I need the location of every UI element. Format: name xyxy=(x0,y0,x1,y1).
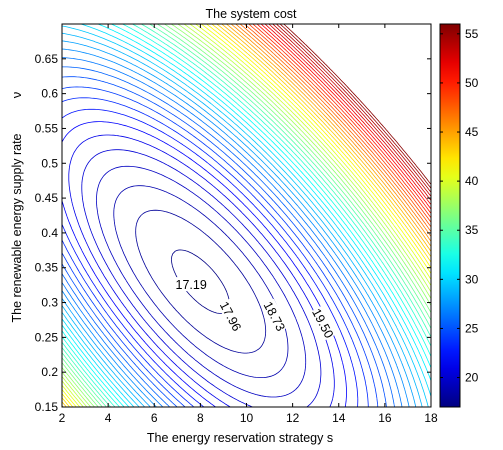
contour-line xyxy=(61,23,432,408)
contour-line xyxy=(61,23,432,408)
y-tick-label: 0.25 xyxy=(35,330,59,344)
colorbar-gradient xyxy=(439,23,461,408)
y-tick-label: 0.3 xyxy=(41,296,58,310)
x-tick-label: 12 xyxy=(286,411,300,425)
x-tick-label: 18 xyxy=(424,411,438,425)
y-tick-label: 0.5 xyxy=(41,156,58,170)
contour-line xyxy=(61,23,432,408)
contour-line xyxy=(61,23,432,408)
y-tick-label: 0.35 xyxy=(35,261,59,275)
contour-line xyxy=(279,23,432,189)
contour-line xyxy=(61,40,417,408)
contour-label-bg xyxy=(309,305,338,341)
contour-line xyxy=(61,76,387,408)
y-tick-label: 0.2 xyxy=(41,365,58,379)
contour-line xyxy=(230,23,432,242)
contour-line xyxy=(61,23,432,408)
y-tick-label: 0.6 xyxy=(41,87,58,101)
contour-label-bg xyxy=(217,298,245,334)
contour-line xyxy=(61,23,432,408)
contour-label: 17.19 xyxy=(176,278,207,292)
contour-line xyxy=(61,25,429,408)
contour-line xyxy=(61,23,432,408)
colorbar-tick-label: 45 xyxy=(465,125,479,139)
contour-label-bg xyxy=(175,277,208,292)
x-tick-label: 16 xyxy=(378,411,392,425)
chart-title: The system cost xyxy=(206,7,298,21)
contour-line xyxy=(61,23,432,408)
y-tick-label: 0.65 xyxy=(35,52,59,66)
contour-line xyxy=(61,23,432,408)
contour-line xyxy=(272,23,432,197)
contour-label-bg xyxy=(261,298,289,334)
colorbar-tick-label: 50 xyxy=(465,76,479,90)
contour-line xyxy=(61,23,432,408)
contour-line xyxy=(113,185,289,378)
colorbar-tick-label: 20 xyxy=(465,371,479,385)
contour-line xyxy=(61,23,432,408)
contour-line xyxy=(96,165,307,398)
contour-line xyxy=(61,66,395,408)
contour-line xyxy=(244,23,432,228)
y-tick-label: 0.4 xyxy=(41,226,58,240)
colorbar-tick-label: 35 xyxy=(465,223,479,237)
contour-line xyxy=(61,23,432,408)
axis-ticks: 2 4 6 8 10 12 14 16 18 0.15 0.2 0.25 0.3 0.35 0.4 0.45 0… xyxy=(35,24,438,425)
contour-line xyxy=(61,23,432,408)
colorbar-tick-label: 55 xyxy=(465,27,479,41)
contour-line xyxy=(68,134,335,408)
x-tick-label: 6 xyxy=(151,411,158,425)
colorbar-tick-label: 40 xyxy=(465,174,479,188)
colorbar-tick-label: 25 xyxy=(465,321,479,335)
y-axis-label: The renewable energy supply rate xyxy=(10,133,24,322)
contour-line xyxy=(61,108,359,408)
contour-line xyxy=(61,32,423,408)
x-tick-label: 8 xyxy=(197,411,204,425)
contour-line xyxy=(61,23,432,408)
contour-line xyxy=(61,57,403,408)
y-tick-label: 0.55 xyxy=(35,121,59,135)
contour-line xyxy=(268,23,432,201)
plot-background xyxy=(62,24,431,407)
contour-line xyxy=(61,86,379,408)
contour-plot xyxy=(61,23,432,408)
y-tick-label: 0.15 xyxy=(35,400,59,414)
contour-line xyxy=(61,97,369,408)
y-axis-symbol: ν xyxy=(9,92,24,99)
colorbar: 20 25 30 35 40 45 50 55 xyxy=(439,23,479,408)
contour-line xyxy=(252,23,432,219)
contour-line xyxy=(61,23,432,408)
x-tick-label: 2 xyxy=(59,411,66,425)
contour-line xyxy=(61,23,432,408)
contour-line xyxy=(61,23,432,408)
y-tick-label: 0.45 xyxy=(35,191,59,205)
x-tick-label: 10 xyxy=(240,411,254,425)
colorbar-tick-label: 30 xyxy=(465,272,479,286)
contour-line xyxy=(260,23,432,210)
x-tick-label: 4 xyxy=(105,411,112,425)
x-axis-label: The energy reservation strategy s xyxy=(147,431,333,445)
contour-line xyxy=(135,209,267,354)
contour-line xyxy=(61,23,432,408)
x-tick-label: 14 xyxy=(332,411,346,425)
